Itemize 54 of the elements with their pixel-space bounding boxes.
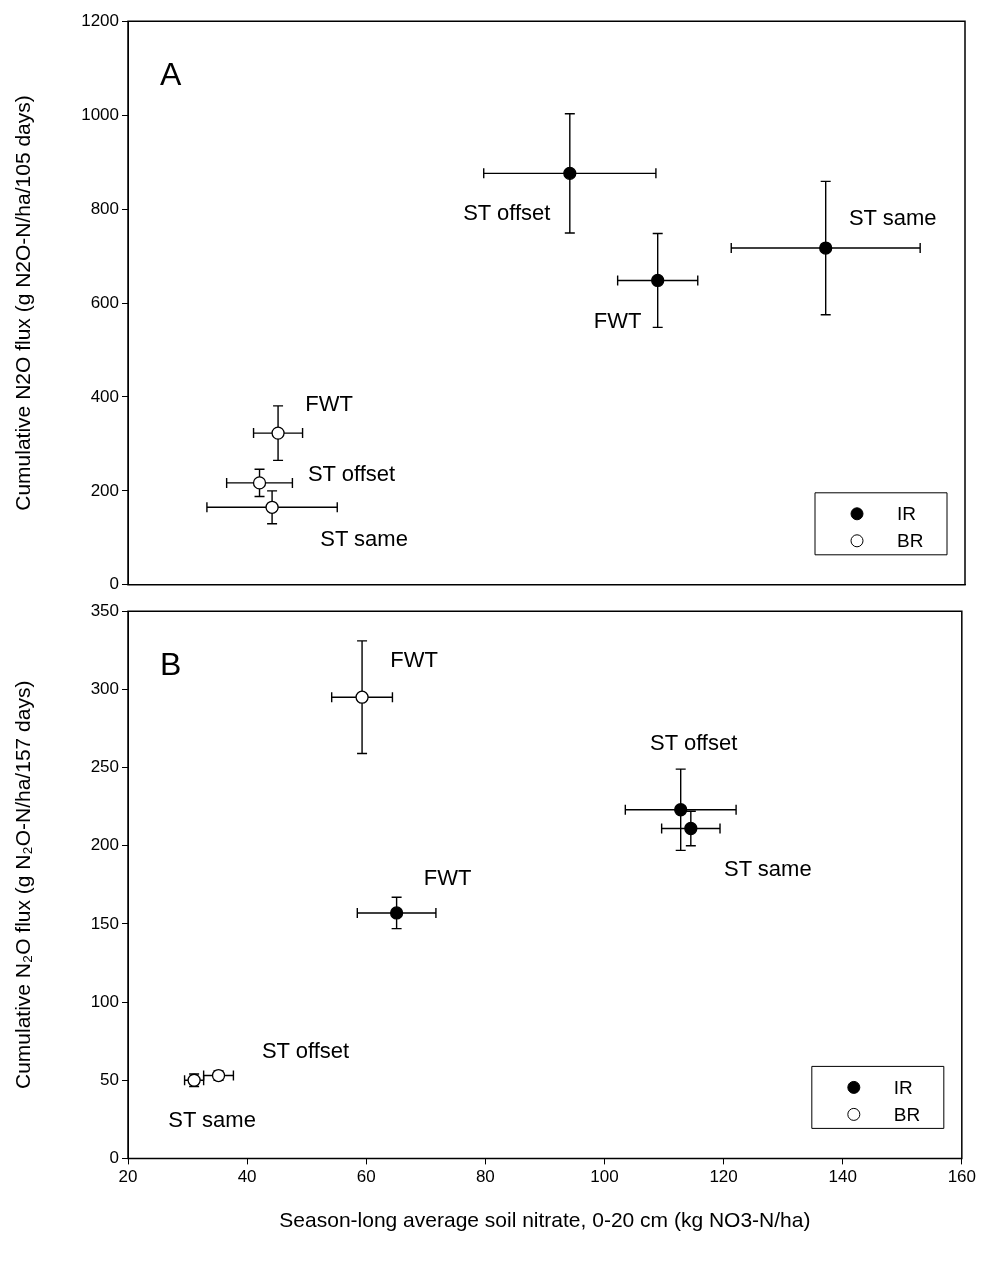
point — [252, 476, 267, 490]
annotation: ST same — [848, 205, 937, 231]
annotation: FWT — [305, 391, 353, 417]
y-tick-label: 0 — [109, 574, 119, 594]
legend-label: BR — [893, 1103, 921, 1125]
y-tick-label: 350 — [90, 600, 119, 620]
x-tick-label: 40 — [237, 1167, 257, 1187]
y-tick-label: 100 — [90, 991, 119, 1011]
point — [819, 241, 833, 255]
y-tick-label: 1000 — [81, 104, 119, 124]
y-tick-label: 250 — [90, 757, 119, 777]
annotation: FWT — [593, 307, 642, 333]
annotation: ST same — [320, 526, 408, 552]
y-tick-label: 800 — [90, 198, 119, 218]
annotation: FWT — [423, 865, 472, 890]
y-tick-label: 0 — [109, 1148, 119, 1168]
point — [271, 426, 285, 440]
annotation: ST offset — [307, 460, 396, 486]
point — [389, 906, 404, 920]
point — [265, 500, 279, 514]
y-tick-label: 300 — [90, 679, 119, 699]
y-tick-label: 50 — [100, 1069, 119, 1089]
legend-label: BR — [897, 530, 924, 552]
x-tick-label: 100 — [590, 1167, 619, 1187]
y-tick-label: 1200 — [81, 10, 119, 30]
annotation: B — [160, 646, 182, 683]
legend-label: IR — [897, 503, 916, 525]
point — [684, 821, 698, 836]
point — [355, 690, 369, 704]
point — [674, 803, 688, 817]
y-axis-title: Cumulative N2O flux (g N2O-N/ha/105 days) — [11, 95, 35, 511]
point — [563, 166, 577, 181]
y-tick-label: 200 — [90, 480, 119, 500]
annotation: ST offset — [261, 1037, 350, 1063]
y-tick-label: 400 — [90, 386, 119, 406]
y-tick-label: 600 — [90, 292, 119, 312]
annotation: ST offset — [463, 200, 551, 226]
x-tick-label: 160 — [947, 1167, 977, 1187]
annotation: FWT — [390, 647, 438, 673]
x-tick-label: 20 — [118, 1167, 138, 1187]
legend-label: IR — [893, 1076, 913, 1098]
annotation: ST offset — [650, 729, 738, 755]
annotation: A — [160, 56, 182, 93]
x-axis-title: Season-long average soil nitrate, 0-20 cm (kg NO3-N/ha) — [279, 1208, 811, 1232]
y-tick-label: 150 — [90, 913, 119, 933]
annotation: ST same — [724, 855, 812, 881]
point — [651, 273, 665, 288]
x-tick-label: 80 — [475, 1167, 495, 1187]
x-tick-label: 140 — [828, 1167, 857, 1187]
annotation: ST same — [168, 1107, 256, 1133]
x-tick-label: 120 — [709, 1167, 738, 1187]
y-tick-label: 200 — [90, 835, 119, 855]
x-tick-label: 60 — [356, 1167, 376, 1187]
y-axis-title: Cumulative N₂O flux (g N₂O-N/ha/157 days) — [11, 680, 35, 1090]
